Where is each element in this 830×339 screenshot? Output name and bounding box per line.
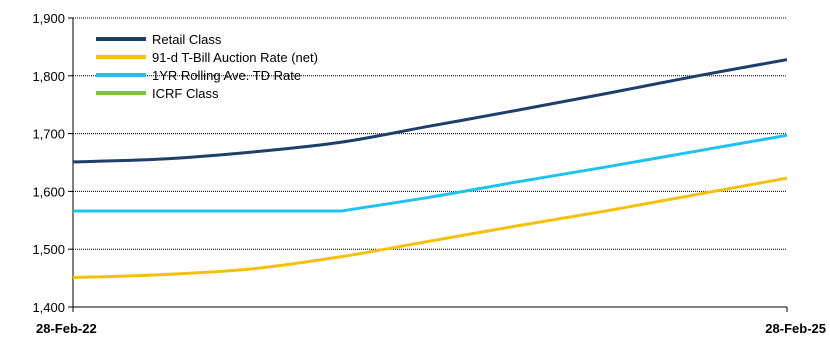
y-tick-label: 1,800 [32, 69, 65, 84]
series-lines [72, 58, 788, 280]
y-tick-label: 1,700 [32, 127, 65, 142]
series-line-retail-class [72, 58, 788, 164]
y-tick-label: 1,500 [32, 242, 65, 257]
x-tick-labels: 28-Feb-22 28-Feb-25 [36, 321, 826, 336]
x-tick-label: 28-Feb-22 [36, 321, 97, 336]
legend-label: 91-d T-Bill Auction Rate (net) [152, 50, 318, 65]
gridlines [73, 17, 787, 250]
y-tick-label: 1,600 [32, 184, 65, 199]
legend: Retail Class 91-d T-Bill Auction Rate (ne… [96, 32, 318, 101]
legend-label: 1YR Rolling Ave. TD Rate [152, 68, 301, 83]
legend-label: Retail Class [152, 32, 222, 47]
y-tick-label: 1,400 [32, 300, 65, 315]
y-tick-labels: 1,400 1,500 1,600 1,700 1,800 1,900 [32, 11, 65, 315]
axes [68, 17, 788, 312]
y-tick-label: 1,900 [32, 11, 65, 26]
series-line-td-rate [73, 133, 788, 213]
series-line-tbill-rate [72, 176, 788, 280]
legend-label: ICRF Class [152, 86, 219, 101]
x-tick-label: 28-Feb-25 [765, 321, 826, 336]
